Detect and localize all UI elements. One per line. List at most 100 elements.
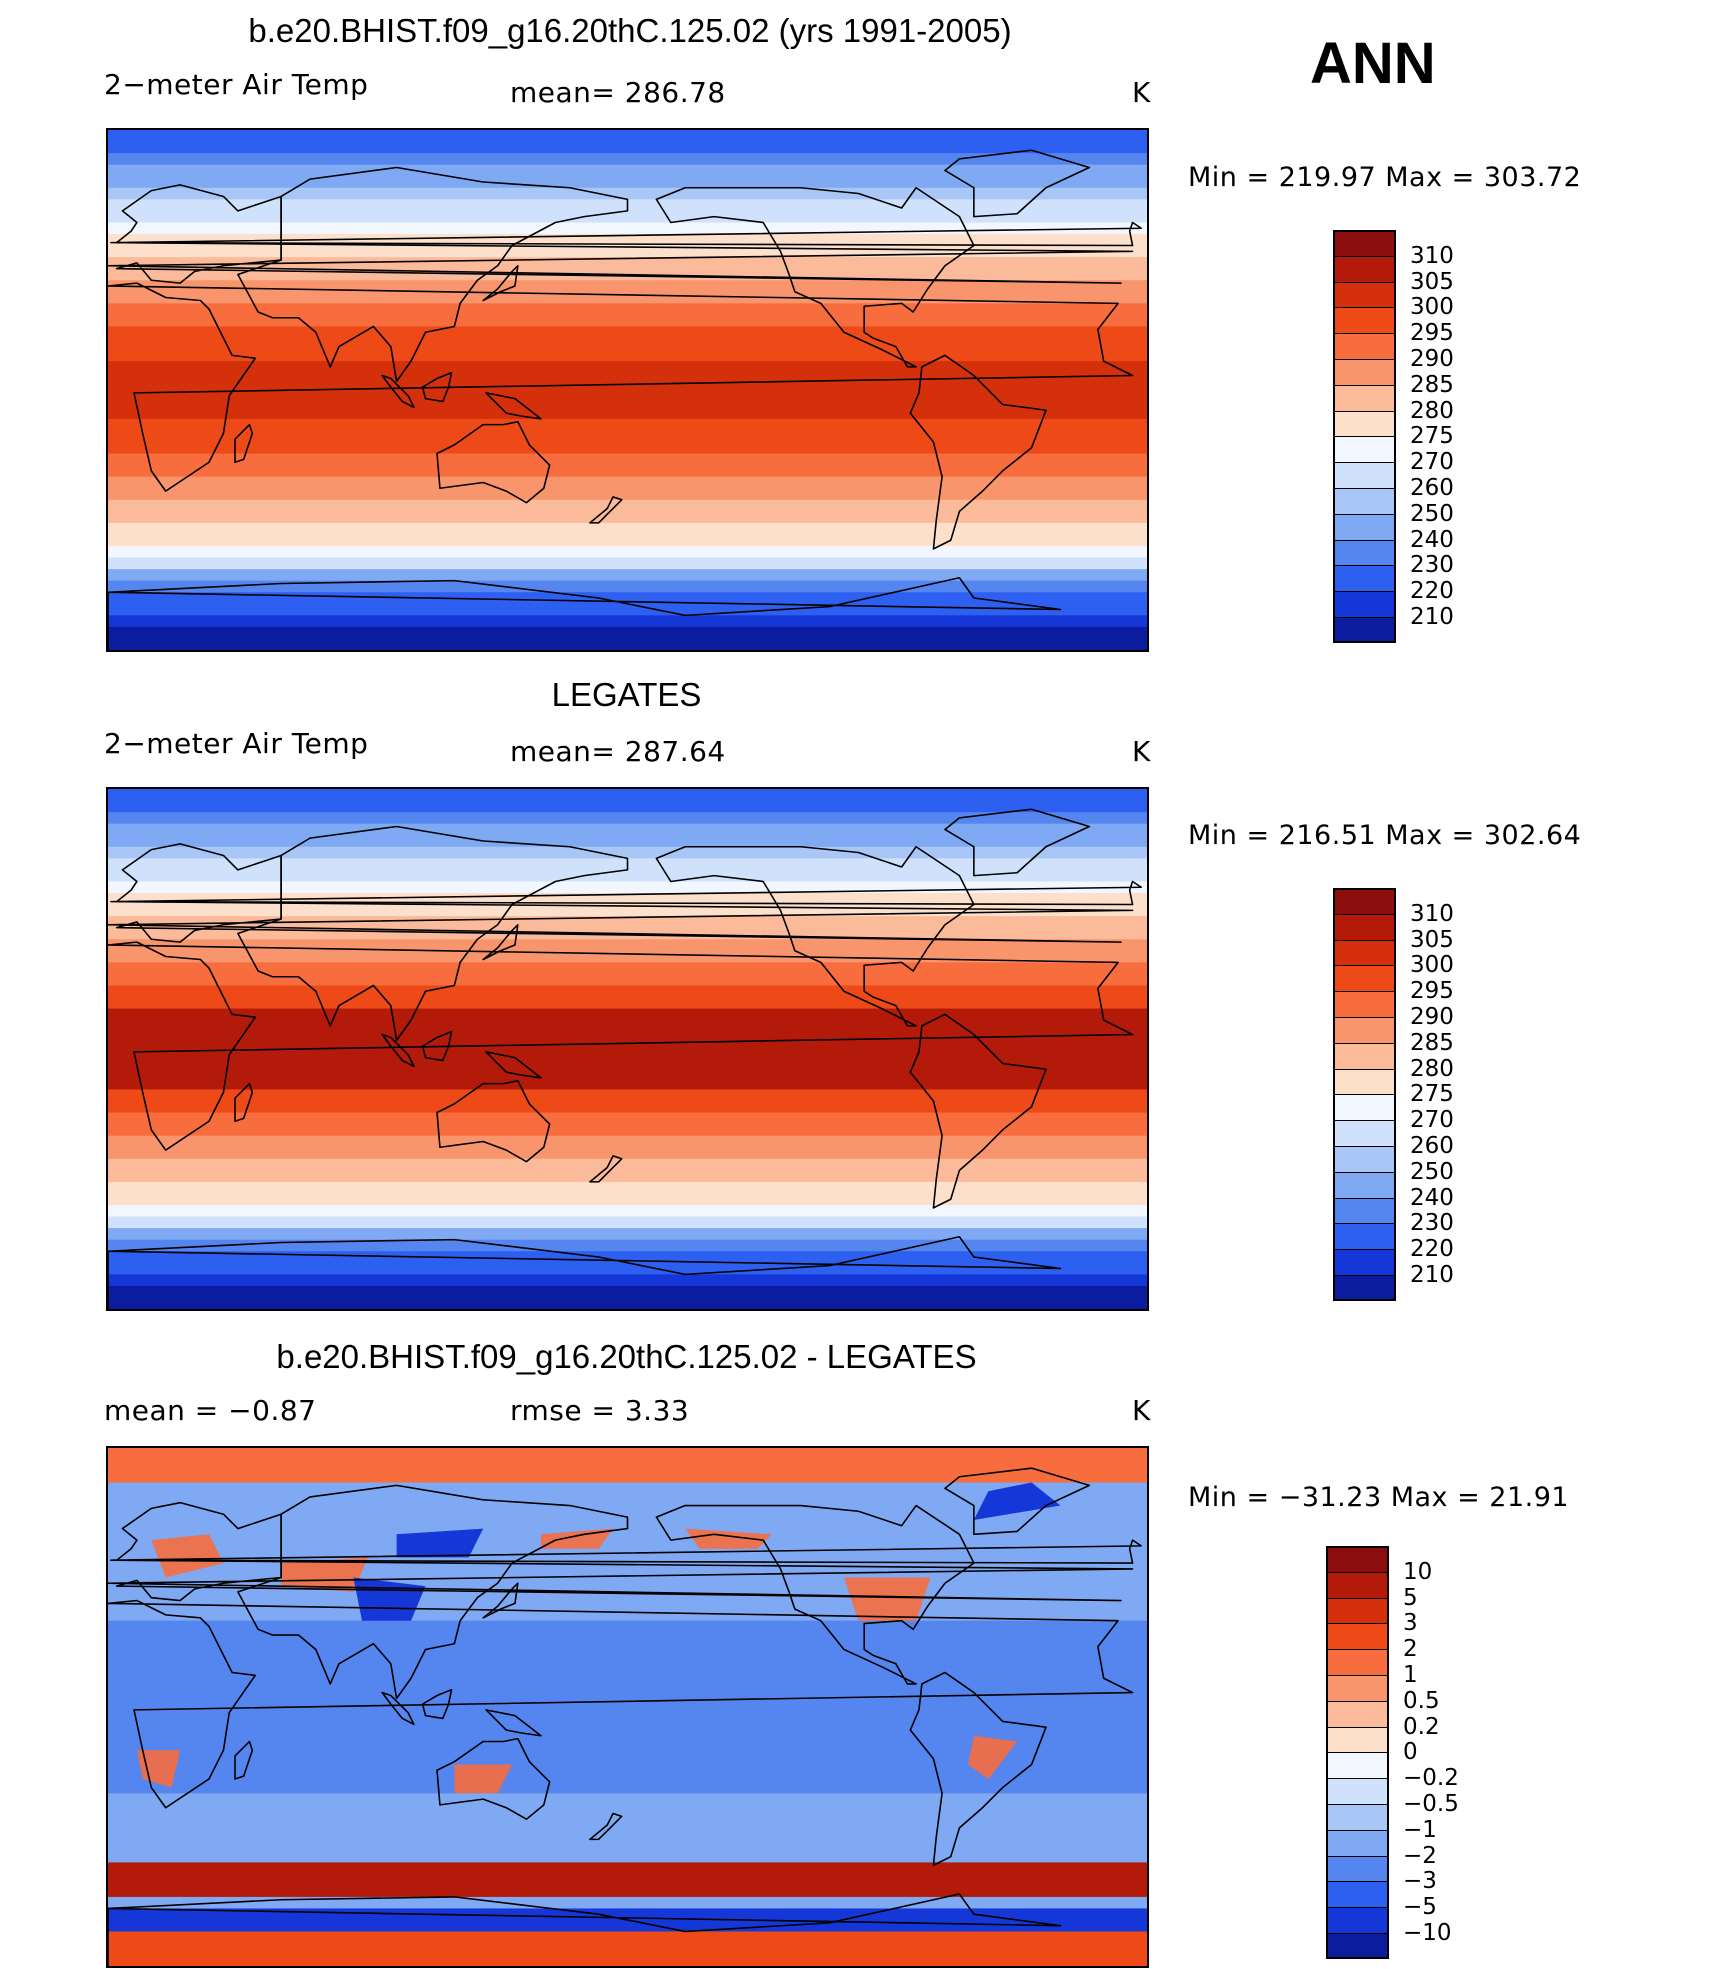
field-band [108, 1459, 1147, 1472]
map-field [108, 1448, 1147, 1966]
field-band [108, 349, 1147, 362]
field-band [108, 1942, 1147, 1955]
panel3-mean-label: mean = −0.87 [104, 1394, 317, 1427]
colorbar-tick-label: 275 [1410, 423, 1454, 450]
field-band [108, 580, 1147, 593]
field-band [108, 176, 1147, 189]
field-band [108, 522, 1147, 535]
coastline-madagascar [234, 423, 254, 464]
colorbar-frame [1333, 230, 1396, 643]
field-band [108, 488, 1147, 501]
coastline-asia [237, 166, 629, 383]
field-band [108, 800, 1147, 813]
coastline-asia [237, 1484, 629, 1700]
colorbar-swatch [1326, 1571, 1389, 1598]
field-band [108, 303, 1147, 316]
colorbar-swatch [1333, 939, 1396, 966]
field-band [108, 418, 1147, 431]
map-field [108, 130, 1147, 650]
colorbar-tick-label: 0.5 [1403, 1687, 1440, 1714]
field-band [108, 361, 1147, 374]
colorbar-tick-label: 230 [1410, 552, 1454, 579]
field-band [108, 1135, 1147, 1148]
colorbar-tick-label: 260 [1410, 475, 1454, 501]
field-band [108, 569, 1147, 582]
colorbar-swatch [1326, 1675, 1389, 1701]
field-band [108, 1770, 1147, 1783]
colorbar-tick-label: 310 [1410, 242, 1454, 269]
colorbar-swatch [1333, 513, 1396, 540]
colorbar-swatch [1333, 617, 1396, 643]
field-band [108, 1678, 1147, 1691]
field-band [108, 916, 1147, 929]
coastline-borneo [421, 1688, 453, 1720]
colorbar-swatch [1326, 1700, 1389, 1727]
field-band [108, 1758, 1147, 1771]
colorbar-swatch [1333, 436, 1396, 463]
field-band [108, 1643, 1147, 1656]
field-band [108, 1896, 1147, 1909]
field-band [108, 1170, 1147, 1183]
colorbar-tick-label: 2 [1403, 1636, 1418, 1663]
colorbar-swatch [1333, 1146, 1396, 1172]
field-band [108, 372, 1147, 385]
field-band [108, 499, 1147, 512]
field-band [108, 789, 1147, 802]
field-band [108, 812, 1147, 825]
colorbar-swatch [1333, 1017, 1396, 1043]
field-band [108, 1471, 1147, 1484]
colorbar-swatch [1333, 991, 1396, 1017]
colorbar-tick-label: 310 [1410, 900, 1454, 927]
colorbar-swatch [1333, 1197, 1396, 1224]
field-band [108, 1285, 1147, 1298]
field-band [108, 1701, 1147, 1714]
field-band [108, 1008, 1147, 1021]
field-band [108, 1712, 1147, 1725]
colorbar-swatch [1333, 539, 1396, 566]
difference-anomaly [843, 1577, 931, 1621]
colorbar-tick-label: 0.2 [1403, 1713, 1440, 1740]
panel1-min-max: Min = 219.97 Max = 303.72 [1188, 162, 1582, 193]
field-band [108, 626, 1147, 639]
coastline-namerica [655, 1504, 975, 1685]
coastline-borneo [421, 371, 453, 403]
colorbar-frame [1333, 888, 1396, 1301]
colorbar-tick-label: −0.5 [1403, 1791, 1459, 1817]
field-band [108, 280, 1147, 293]
field-band [108, 326, 1147, 339]
difference-anomaly [396, 1528, 484, 1558]
field-band [108, 939, 1147, 952]
colorbar-tick-label: −2 [1403, 1842, 1437, 1869]
colorbar-tick-label: 5 [1403, 1584, 1418, 1611]
coastline-nz [589, 1812, 623, 1841]
season-label: ANN [1310, 31, 1436, 96]
colorbar-tick-label: 250 [1410, 500, 1454, 527]
field-band [108, 1724, 1147, 1737]
field-band [108, 1228, 1147, 1241]
colorbar-swatch [1326, 1829, 1389, 1856]
coastline-borneo [421, 1030, 453, 1062]
field-band [108, 1239, 1147, 1252]
coastline-newguinea [485, 1709, 542, 1737]
panel2-variable-label: 2−meter Air Temp [104, 727, 369, 760]
panel3-map [106, 1446, 1149, 1968]
field-band [108, 222, 1147, 235]
difference-anomaly [136, 1750, 181, 1788]
field-band [108, 1747, 1147, 1760]
field-band [108, 1031, 1147, 1044]
field-band [108, 1793, 1147, 1806]
panel2-min-max: Min = 216.51 Max = 302.64 [1188, 820, 1582, 851]
field-band [108, 638, 1147, 650]
coastline-nz [589, 496, 623, 524]
panel3-rmse-label: rmse = 3.33 [510, 1394, 690, 1427]
field-band [108, 453, 1147, 466]
field-band [108, 187, 1147, 200]
colorbar-swatch [1326, 1804, 1389, 1830]
field-band [108, 1147, 1147, 1160]
coastline-australia [436, 420, 551, 504]
field-band [108, 985, 1147, 998]
colorbar-swatch [1333, 1171, 1396, 1198]
field-band [108, 257, 1147, 270]
field-band [108, 1043, 1147, 1056]
colorbar-swatch [1333, 1068, 1396, 1095]
